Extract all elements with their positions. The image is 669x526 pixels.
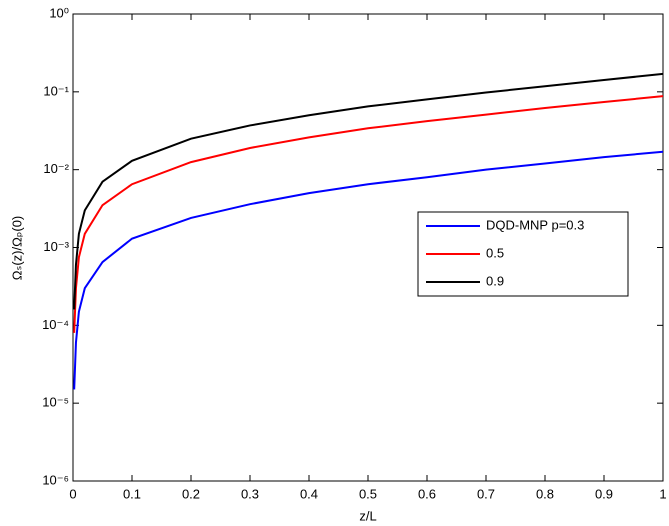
y-axis-label: Ωₛ(z)/Ωₚ(0) <box>9 216 24 281</box>
legend-label: DQD-MNP p=0.3 <box>486 217 584 232</box>
y-tick-label: 10⁻⁴ <box>42 317 69 332</box>
legend-label: 0.9 <box>486 273 504 288</box>
x-tick-label: 0.8 <box>536 486 554 501</box>
y-tick-label: 10⁻⁶ <box>42 472 69 487</box>
x-tick-label: 1 <box>659 486 666 501</box>
x-tick-label: 0.5 <box>359 486 377 501</box>
x-axis-label: z/L <box>359 508 376 523</box>
y-tick-label: 10⁻⁵ <box>42 395 69 410</box>
legend-label: 0.5 <box>486 245 504 260</box>
x-tick-label: 0.4 <box>300 486 318 501</box>
x-tick-label: 0 <box>69 486 76 501</box>
x-tick-label: 0.6 <box>418 486 436 501</box>
line <box>73 95 664 333</box>
x-tick-label: 0.9 <box>595 486 613 501</box>
x-tick-label: 0.1 <box>123 486 141 501</box>
x-tick-label: 0.7 <box>477 486 495 501</box>
y-tick-label: 10⁻² <box>43 161 69 176</box>
x-tick-label: 0.2 <box>182 486 200 501</box>
y-tick-label: 10⁻³ <box>43 239 69 254</box>
x-tick-label: 0.3 <box>241 486 259 501</box>
y-tick-label: 10⁻¹ <box>43 83 69 98</box>
line <box>73 150 664 390</box>
line <box>73 72 664 310</box>
y-tick-label: 10⁰ <box>49 5 69 20</box>
